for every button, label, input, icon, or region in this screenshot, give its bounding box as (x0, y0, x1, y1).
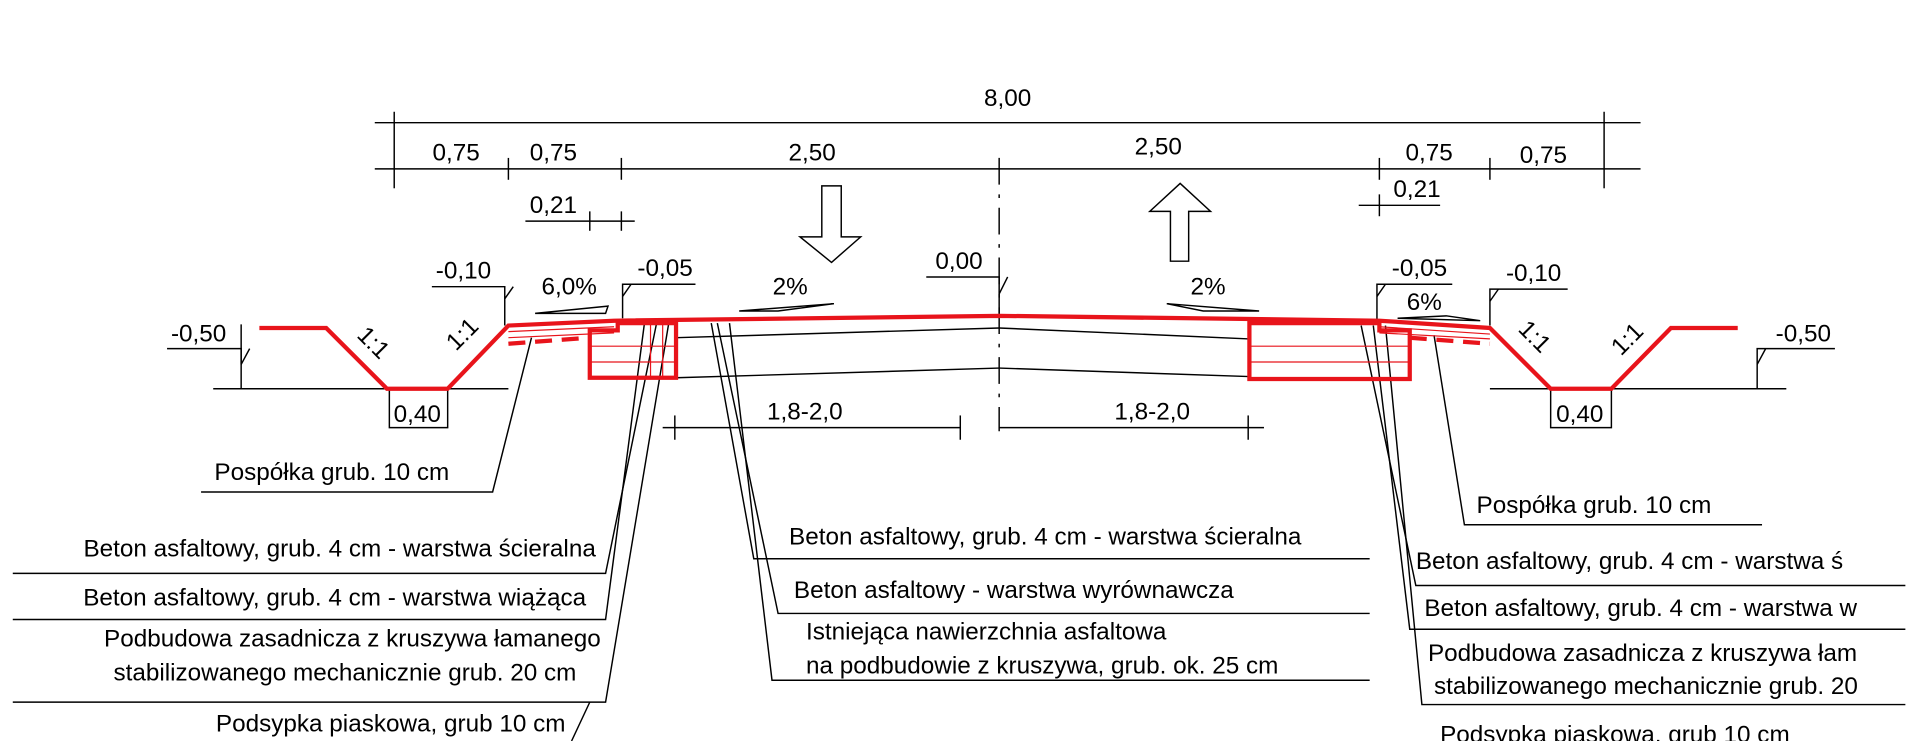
layer-label: Podbudowa zasadnicza z kruszywa łamanego (104, 626, 601, 653)
lane-width: 1,8-2,0 (767, 398, 843, 425)
ditch-bottom: 0,40 (394, 401, 441, 428)
slope: 1:1 (1513, 315, 1556, 358)
layer-label: stabilizowanego mechanicznie grub. 20 (1434, 673, 1858, 700)
elevation: -0,10 (1506, 260, 1561, 287)
elevation: -0,50 (1776, 321, 1831, 348)
slope: 2% (1191, 273, 1226, 300)
segment-width: 2,50 (788, 140, 835, 167)
slope: 6,0% (541, 273, 596, 300)
layer-label: Beton asfaltowy, grub. 4 cm - warstwa ś (1416, 548, 1843, 575)
elevation: -0,05 (1392, 255, 1447, 282)
layer-label: Pospółka grub. 10 cm (1477, 492, 1712, 519)
lane-width: 1,8-2,0 (1114, 398, 1190, 425)
segment-width: 2,50 (1135, 134, 1182, 161)
layer-label: Beton asfaltowy, grub. 4 cm - warstwa śc… (83, 536, 596, 563)
layer-label: Beton asfaltowy, grub. 4 cm - warstwa wi… (83, 584, 586, 611)
layer-label: Podsypka piaskowa, grub 10 cm (1440, 722, 1790, 741)
total-width: 8,00 (984, 85, 1031, 112)
elevation: -0,10 (436, 258, 491, 285)
layer-label: Istniejąca nawierzchnia asfaltowa (806, 618, 1167, 645)
curb-width: 0,21 (530, 192, 577, 219)
layer-label: Beton asfaltowy, grub. 4 cm - warstwa śc… (789, 524, 1302, 551)
layer-label: Beton asfaltowy, grub. 4 cm - warstwa w (1424, 595, 1857, 622)
segment-width: 0,75 (1406, 140, 1453, 167)
segment-width: 0,75 (433, 140, 480, 167)
layer-label: Pospółka grub. 10 cm (214, 459, 449, 486)
road-profile (259, 313, 1738, 391)
elevation: 0,00 (935, 248, 982, 275)
slope: 6% (1407, 289, 1442, 316)
slope: 2% (773, 273, 808, 300)
layer-label: Beton asfaltowy - warstwa wyrównawcza (794, 577, 1234, 604)
dimension-lines (12, 111, 1906, 741)
layer-label: Podsypka piaskowa, grub 10 cm (216, 711, 566, 738)
elevation: -0,50 (171, 321, 226, 348)
segment-width: 0,75 (1520, 142, 1567, 169)
slope: 1:1 (441, 313, 484, 356)
layer-label: na podbudowie z kruszywa, grub. ok. 25 c… (806, 652, 1278, 679)
layer-label: Podbudowa zasadnicza z kruszywa łam (1428, 640, 1857, 667)
elevation: -0,05 (637, 255, 692, 282)
ditch-bottom: 0,40 (1556, 401, 1603, 428)
labels: 8,00 0,75 0,75 2,50 2,50 0,75 0,75 0,21 … (83, 85, 1858, 741)
curb-width: 0,21 (1393, 176, 1440, 203)
segment-width: 0,75 (530, 140, 577, 167)
layer-label: stabilizowanego mechanicznie grub. 20 cm (113, 660, 576, 687)
